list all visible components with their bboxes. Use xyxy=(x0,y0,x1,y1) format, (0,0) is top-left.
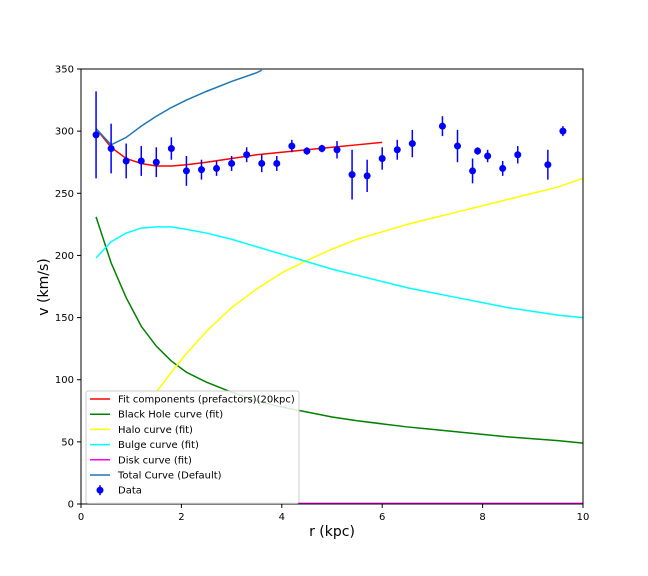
data-point xyxy=(454,142,461,150)
y-axis-label: v (km/s) xyxy=(36,258,52,315)
data-point xyxy=(408,140,416,148)
data-point xyxy=(393,146,401,154)
series-line-total-curve-default xyxy=(95,69,263,146)
data-point xyxy=(243,151,251,159)
data-point xyxy=(544,161,552,169)
legend-label-bulge-curve-fit: Bulge curve (fit) xyxy=(118,440,199,451)
plot-frame xyxy=(80,68,584,505)
y-tick-label: 200 xyxy=(55,251,74,262)
x-tick-label: 10 xyxy=(577,512,590,523)
series-layer xyxy=(95,69,583,504)
y-tick-label: 100 xyxy=(55,375,74,386)
data-point xyxy=(303,147,311,155)
legend-label-disk-curve-fit: Disk curve (fit) xyxy=(118,455,192,466)
legend-label-data: Data xyxy=(118,486,142,497)
y-tick-label: 150 xyxy=(55,313,74,324)
data-point xyxy=(514,151,522,159)
x-tick-label: 4 xyxy=(279,512,285,523)
data-point xyxy=(137,157,145,165)
x-axis-label: r (kpc) xyxy=(309,524,355,540)
y-axis-ticks: 0 50 100 150 200 250 300 350 xyxy=(55,65,81,511)
x-tick-label: 8 xyxy=(479,512,485,523)
data-point xyxy=(122,157,130,165)
data-point xyxy=(92,131,100,139)
data-point xyxy=(258,159,266,167)
x-axis-ticks: 0 2 4 6 8 10 xyxy=(78,504,590,523)
x-tick-label: 0 xyxy=(78,512,84,523)
data-point xyxy=(107,145,115,153)
series-line-black-hole-curve-fit xyxy=(95,216,583,444)
data-points-layer xyxy=(92,91,567,200)
legend-label-black-hole-curve-fit: Black Hole curve (fit) xyxy=(118,410,223,421)
legend-label-halo-curve-fit: Halo curve (fit) xyxy=(118,425,193,436)
x-tick-label: 6 xyxy=(379,512,385,523)
data-point xyxy=(333,146,341,154)
data-point xyxy=(469,167,477,175)
data-point xyxy=(273,159,281,167)
y-tick-label: 50 xyxy=(61,437,74,448)
series-line-bulge-curve-fit xyxy=(95,226,583,319)
data-point xyxy=(474,147,482,155)
data-point xyxy=(378,154,386,162)
data-point xyxy=(228,159,236,167)
data-point xyxy=(484,152,492,160)
data-point xyxy=(167,145,175,153)
y-tick-label: 0 xyxy=(68,500,74,511)
data-point xyxy=(182,167,190,175)
data-point xyxy=(288,142,296,150)
data-point xyxy=(499,164,507,172)
legend-label-fit-components-prefactors-20kpc: Fit components (prefactors)(20kpc) xyxy=(118,395,295,406)
data-point xyxy=(438,122,446,130)
data-point xyxy=(197,166,205,174)
x-tick-label: 2 xyxy=(178,512,184,523)
data-point xyxy=(363,172,371,180)
data-point xyxy=(152,158,160,166)
y-tick-label: 250 xyxy=(55,189,74,200)
data-point xyxy=(318,145,326,153)
data-point xyxy=(213,164,221,172)
data-point xyxy=(559,127,567,135)
legend-label-total-curve-default: Total Curve (Default) xyxy=(117,471,222,482)
legend-box xyxy=(85,390,300,504)
data-point xyxy=(348,171,356,179)
y-tick-label: 300 xyxy=(55,127,74,138)
legend-swatch-marker xyxy=(96,486,104,494)
series-line-halo-curve-fit xyxy=(155,177,583,393)
y-tick-label: 350 xyxy=(55,65,74,76)
legend: Fit components (prefactors)(20kpc) Black … xyxy=(85,390,300,504)
